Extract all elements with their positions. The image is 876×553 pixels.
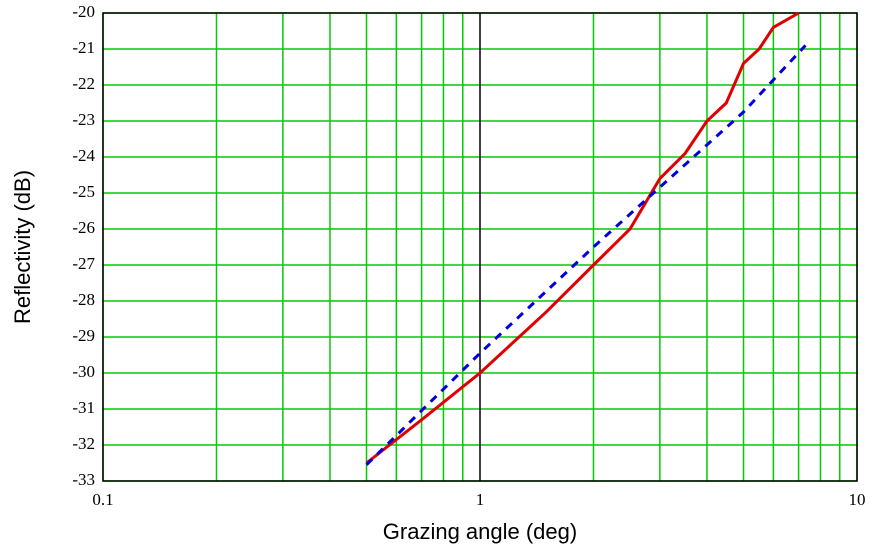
x-tick-label: 10 [849, 490, 866, 509]
y-tick-label: -28 [72, 290, 95, 309]
y-tick-label: -31 [72, 398, 95, 417]
y-tick-label: -32 [72, 434, 95, 453]
y-tick-label: -27 [72, 254, 95, 273]
y-tick-label: -20 [72, 2, 95, 21]
y-tick-label: -24 [72, 146, 95, 165]
x-axis-title: Grazing angle (deg) [383, 519, 577, 544]
y-tick-label: -21 [72, 38, 95, 57]
y-axis-title: Reflectivity (dB) [10, 170, 35, 324]
y-tick-label: -25 [72, 182, 95, 201]
y-tick-label: -30 [72, 362, 95, 381]
data-line [365, 11, 800, 465]
plot-frame [102, 12, 858, 482]
y-tick-label: -26 [72, 218, 95, 237]
y-tick-label: -29 [72, 326, 95, 345]
data-line [365, 44, 807, 466]
x-tick-label: 1 [476, 490, 485, 509]
x-tick-label: 0.1 [92, 490, 113, 509]
y-tick-label: -23 [72, 110, 95, 129]
y-tick-label: -33 [72, 470, 95, 489]
y-tick-label: -22 [72, 74, 95, 93]
